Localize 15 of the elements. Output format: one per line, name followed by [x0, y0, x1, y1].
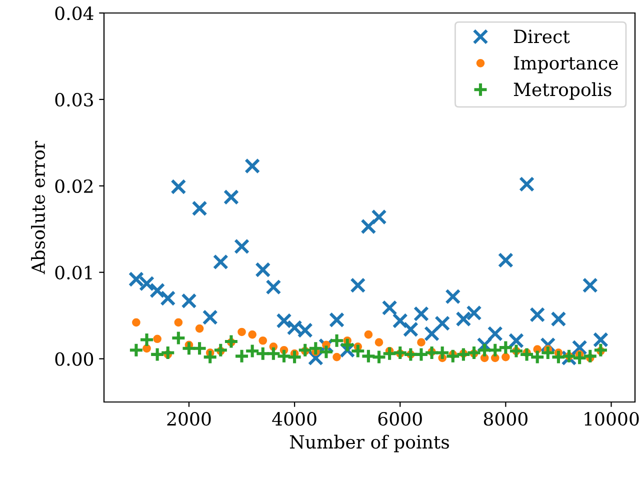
y-tick-label: 0.03	[55, 92, 93, 107]
y-tick-label: 0.04	[55, 6, 94, 20]
legend-label: Direct	[514, 30, 570, 44]
x-tick-label: 8000	[484, 412, 528, 426]
x-tick-label: 4000	[272, 412, 316, 426]
legend-label: Importance	[514, 56, 618, 74]
y-tick-label: 0.01	[55, 266, 92, 280]
x-tick-label: 2000	[167, 412, 211, 426]
y-axis-title: Absolute error	[31, 140, 46, 274]
y-tick-label: 0.00	[55, 352, 94, 366]
x-tick-label: 6000	[378, 412, 422, 426]
x-axis-title: Number of points	[290, 434, 449, 452]
x-tick-label: 10000	[584, 412, 639, 426]
y-tick-label: 0.02	[55, 179, 93, 194]
legend-label: Metropolis	[514, 82, 612, 100]
